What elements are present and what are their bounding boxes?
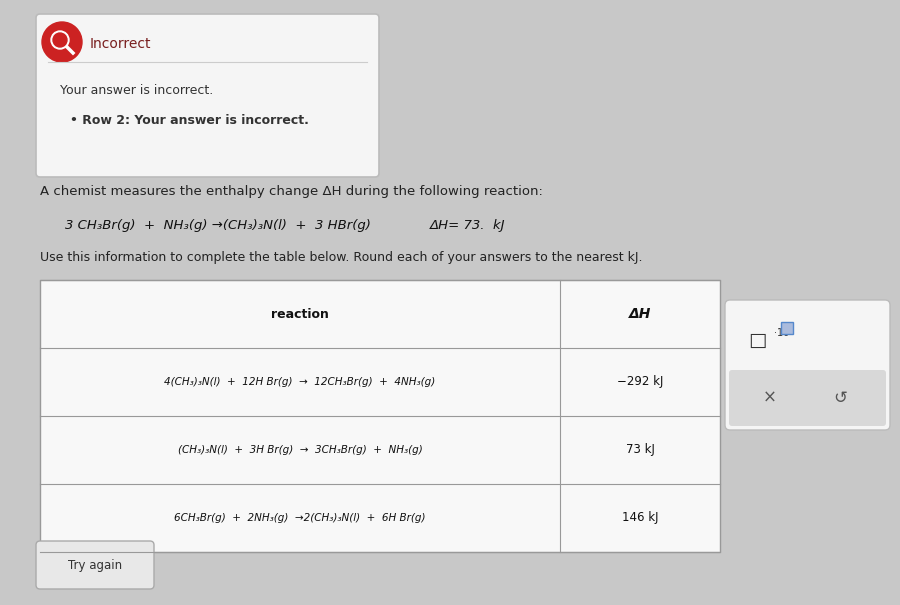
FancyBboxPatch shape <box>729 370 886 426</box>
Text: −292 kJ: −292 kJ <box>616 376 663 388</box>
Text: reaction: reaction <box>271 307 328 321</box>
Circle shape <box>53 33 67 47</box>
Bar <box>40 280 720 552</box>
Circle shape <box>42 22 82 62</box>
Text: ΔH: ΔH <box>629 307 652 321</box>
Text: Incorrect: Incorrect <box>90 37 151 51</box>
Text: ·10: ·10 <box>774 328 789 338</box>
Text: 146 kJ: 146 kJ <box>622 511 658 525</box>
Text: Use this information to complete the table below. Round each of your answers to : Use this information to complete the tab… <box>40 252 643 264</box>
Text: A chemist measures the enthalpy change ΔH during the following reaction:: A chemist measures the enthalpy change Δ… <box>40 186 543 198</box>
Text: Try again: Try again <box>68 558 122 572</box>
Text: 3 CH₃Br(g)  +  NH₃(g) →(CH₃)₃N(l)  +  3 HBr(g): 3 CH₃Br(g) + NH₃(g) →(CH₃)₃N(l) + 3 HBr(… <box>65 218 371 232</box>
FancyBboxPatch shape <box>36 14 379 177</box>
Text: ↺: ↺ <box>833 389 847 407</box>
Text: 4(CH₃)₃N(l)  +  12H Br(g)  →  12CH₃Br(g)  +  4NH₃(g): 4(CH₃)₃N(l) + 12H Br(g) → 12CH₃Br(g) + 4… <box>165 377 436 387</box>
FancyBboxPatch shape <box>781 322 793 334</box>
Text: Your answer is incorrect.: Your answer is incorrect. <box>60 83 213 97</box>
FancyBboxPatch shape <box>36 541 154 589</box>
Text: ΔH= 73.  kJ: ΔH= 73. kJ <box>430 218 506 232</box>
Text: 6CH₃Br(g)  +  2NH₃(g)  →2(CH₃)₃N(l)  +  6H Br(g): 6CH₃Br(g) + 2NH₃(g) →2(CH₃)₃N(l) + 6H Br… <box>175 513 426 523</box>
Circle shape <box>51 31 69 49</box>
Text: • Row 2: Your answer is incorrect.: • Row 2: Your answer is incorrect. <box>70 114 309 126</box>
Text: (CH₃)₃N(l)  +  3H Br(g)  →  3CH₃Br(g)  +  NH₃(g): (CH₃)₃N(l) + 3H Br(g) → 3CH₃Br(g) + NH₃(… <box>177 445 422 455</box>
FancyBboxPatch shape <box>725 300 890 430</box>
Text: ×: × <box>763 389 777 407</box>
Text: □: □ <box>748 330 767 350</box>
Text: 73 kJ: 73 kJ <box>626 443 654 457</box>
